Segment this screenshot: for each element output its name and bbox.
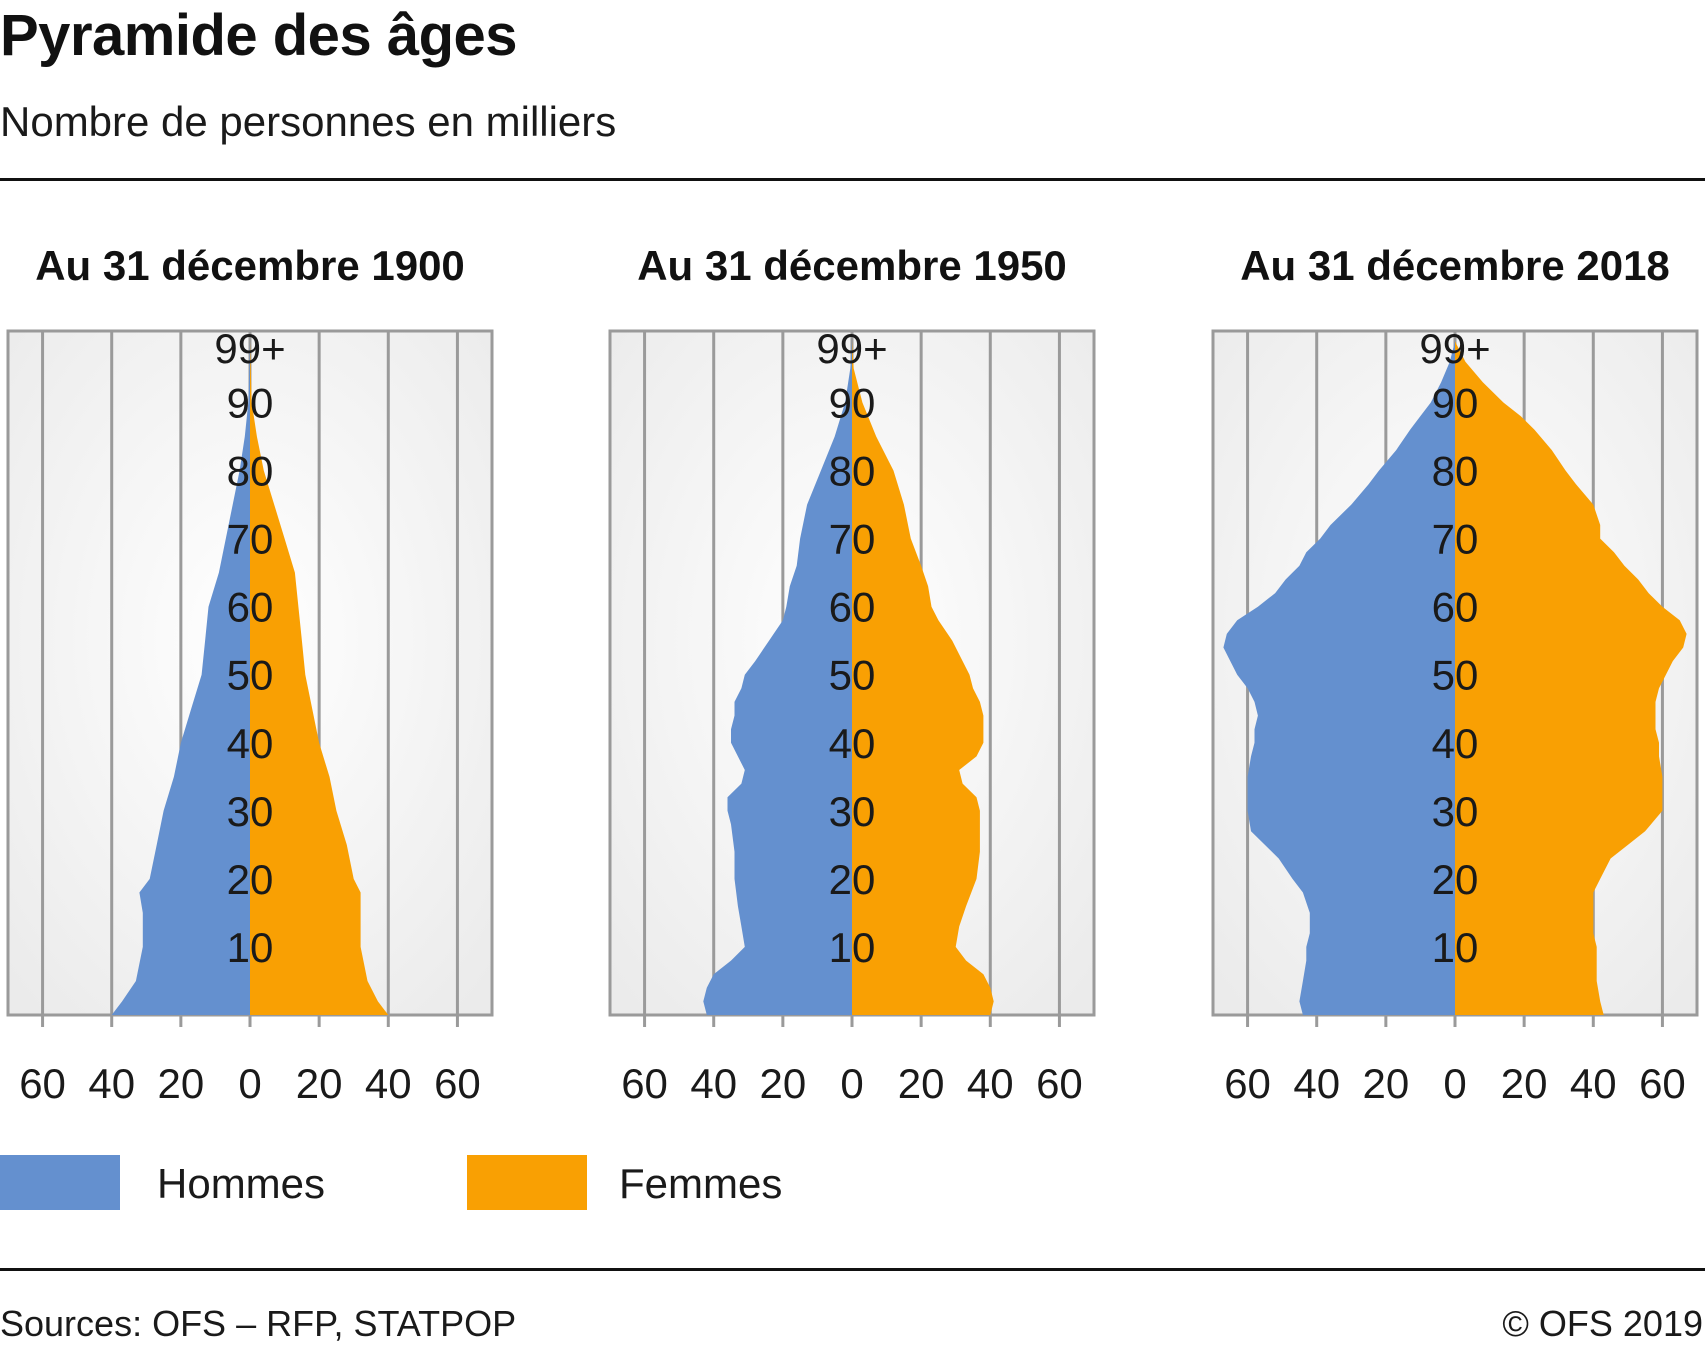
legend-label-femmes: Femmes xyxy=(619,1160,783,1207)
age-label: 99+ xyxy=(214,325,285,372)
age-label: 30 xyxy=(829,788,876,835)
age-label: 99+ xyxy=(1419,325,1490,372)
age-label: 10 xyxy=(829,924,876,971)
chart-title: Au 31 décembre 1950 xyxy=(637,242,1067,289)
x-tick-label: 20 xyxy=(759,1060,806,1107)
copyright-note: © OFS 2019 xyxy=(1502,1303,1703,1344)
x-tick-label: 0 xyxy=(238,1060,261,1107)
x-tick-label: 60 xyxy=(1639,1060,1686,1107)
bottom-divider xyxy=(0,1268,1705,1271)
x-tick-label: 0 xyxy=(840,1060,863,1107)
x-tick-label: 20 xyxy=(157,1060,204,1107)
pyramid-panel-2: Au 31 décembre 1950 60 40 20 0 20 40 60 10 20 30 40… xyxy=(608,242,1096,1107)
x-tick-label: 40 xyxy=(967,1060,1014,1107)
x-tick-label: 20 xyxy=(1501,1060,1548,1107)
x-tick-label: 20 xyxy=(898,1060,945,1107)
age-label: 50 xyxy=(829,652,876,699)
x-tick-label: 60 xyxy=(434,1060,481,1107)
series-hommes-area xyxy=(703,341,852,1015)
source-note: Sources: OFS – RFP, STATPOP xyxy=(0,1303,517,1344)
age-label: 10 xyxy=(1432,924,1479,971)
age-label: 50 xyxy=(227,652,274,699)
age-label: 90 xyxy=(1432,380,1479,427)
age-label: 20 xyxy=(227,856,274,903)
series-femmes-area xyxy=(852,341,994,1015)
series-femmes-area xyxy=(1455,341,1687,1015)
x-tick-label: 0 xyxy=(1443,1060,1466,1107)
x-tick-label: 60 xyxy=(621,1060,668,1107)
age-label: 60 xyxy=(227,584,274,631)
x-tick-label: 60 xyxy=(1036,1060,1083,1107)
age-label: 70 xyxy=(1432,516,1479,563)
age-label: 40 xyxy=(829,720,876,767)
age-label: 90 xyxy=(829,380,876,427)
legend-swatch-hommes xyxy=(0,1155,120,1210)
age-label: 80 xyxy=(227,448,274,495)
age-label: 80 xyxy=(1432,448,1479,495)
age-label: 20 xyxy=(829,856,876,903)
x-tick-label: 20 xyxy=(296,1060,343,1107)
x-tick-label: 40 xyxy=(365,1060,412,1107)
age-label: 60 xyxy=(829,584,876,631)
series-hommes-area xyxy=(111,341,250,1015)
age-label: 50 xyxy=(1432,652,1479,699)
age-label: 30 xyxy=(227,788,274,835)
age-label: 90 xyxy=(227,380,274,427)
x-tick-label: 40 xyxy=(690,1060,737,1107)
series-femmes-area xyxy=(250,341,389,1015)
page-subtitle: Nombre de personnes en milliers xyxy=(0,98,617,145)
age-label: 60 xyxy=(1432,584,1479,631)
age-label: 20 xyxy=(1432,856,1479,903)
age-label: 70 xyxy=(829,516,876,563)
age-label: 80 xyxy=(829,448,876,495)
x-tick-label: 20 xyxy=(1362,1060,1409,1107)
pyramid-panel-3: Au 31 décembre 2018 60 40 20 0 20 40 60 10 20 30 40… xyxy=(1211,242,1699,1107)
pyramid-panel-1: Au 31 décembre 1900 60 40 20 0 20 40 60 10 20 30 40… xyxy=(6,242,494,1107)
legend-swatch-femmes xyxy=(467,1155,587,1210)
page-title: Pyramide des âges xyxy=(0,3,518,68)
x-tick-label: 60 xyxy=(19,1060,66,1107)
pyramid-charts: Au 31 décembre 1900 60 40 20 0 20 40 60 10 20 30 40… xyxy=(6,242,1699,1107)
series-hommes-area xyxy=(1223,341,1455,1015)
chart-title: Au 31 décembre 2018 xyxy=(1240,242,1670,289)
age-label: 10 xyxy=(227,924,274,971)
x-tick-label: 40 xyxy=(1570,1060,1617,1107)
age-label: 30 xyxy=(1432,788,1479,835)
age-label: 70 xyxy=(227,516,274,563)
chart-title: Au 31 décembre 1900 xyxy=(35,242,465,289)
age-label: 99+ xyxy=(816,325,887,372)
x-tick-label: 60 xyxy=(1224,1060,1271,1107)
x-tick-label: 40 xyxy=(88,1060,135,1107)
x-tick-label: 40 xyxy=(1293,1060,1340,1107)
age-label: 40 xyxy=(227,720,274,767)
legend-label-hommes: Hommes xyxy=(157,1160,326,1207)
top-divider xyxy=(0,178,1705,181)
age-label: 40 xyxy=(1432,720,1479,767)
